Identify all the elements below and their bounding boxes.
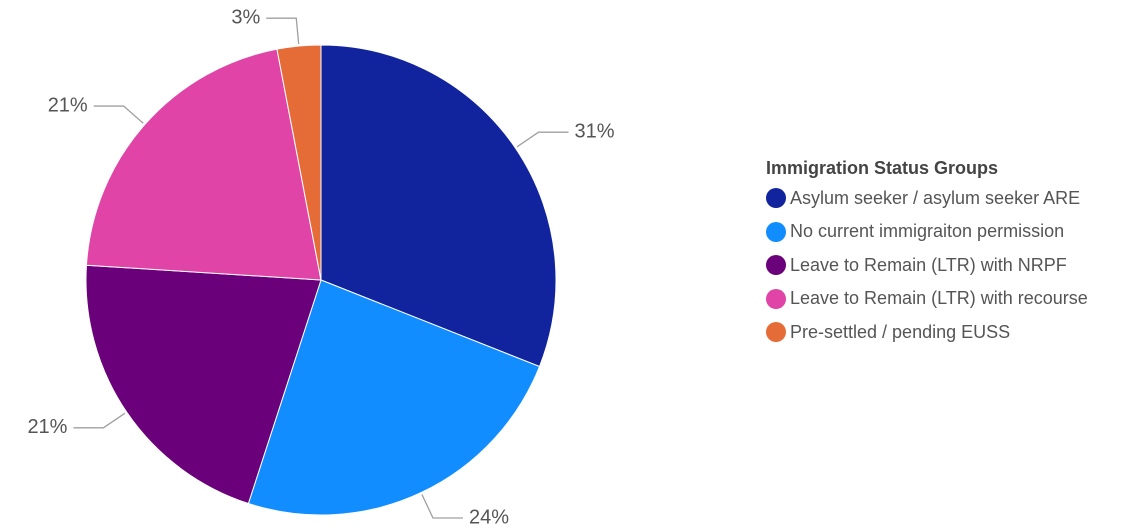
leader-lines (73, 17, 569, 519)
legend-swatch (766, 322, 786, 342)
slice-percent-label: 31% (575, 120, 615, 142)
legend-item-no-permission[interactable]: No current immigraiton permission (766, 221, 1088, 243)
slice-percent-label: 24% (469, 506, 509, 528)
leader-line (421, 494, 463, 519)
pie-slice[interactable] (276, 44, 322, 281)
legend-swatch (766, 221, 786, 242)
legend-item-ltr-recourse[interactable]: Leave to Remain (LTR) with recourse (766, 288, 1088, 310)
legend-label: Asylum seeker / asylum seeker ARE (790, 187, 1081, 208)
pie-slice[interactable] (247, 279, 541, 516)
pie-slice[interactable] (85, 264, 322, 505)
pie-slices (85, 44, 557, 516)
legend-label: No current immigraiton permission (790, 221, 1065, 241)
leader-line (266, 17, 300, 45)
legend-swatch (766, 188, 786, 208)
slice-percent-label: 3% (231, 6, 260, 28)
leader-line (73, 412, 126, 429)
leader-line (516, 131, 569, 148)
slice-percent-label: 21% (27, 416, 67, 438)
legend-label: Leave to Remain (LTR) with recourse (790, 288, 1088, 308)
legend: Immigration Status Groups Asylum seeker … (766, 158, 1088, 355)
slice-labels: 31% 24% 21% 21% 3% (27, 6, 614, 528)
legend-title: Immigration Status Groups (766, 158, 999, 178)
pie-slice[interactable] (320, 44, 557, 368)
legend-label: Pre-settled / pending EUSS (790, 321, 1011, 342)
leader-line (93, 105, 144, 124)
legend-swatch (766, 288, 786, 309)
slice-percent-label: 21% (48, 94, 88, 116)
legend-label: Leave to Remain (LTR) with NRPF (790, 254, 1067, 275)
pie-slice[interactable] (85, 48, 322, 281)
legend-swatch (766, 255, 786, 275)
legend-item-ltr-nrpf[interactable]: Leave to Remain (LTR) with NRPF (766, 254, 1088, 276)
legend-item-presettled-euss[interactable]: Pre-settled / pending EUSS (766, 321, 1088, 343)
legend-item-asylum-seeker[interactable]: Asylum seeker / asylum seeker ARE (766, 187, 1088, 209)
